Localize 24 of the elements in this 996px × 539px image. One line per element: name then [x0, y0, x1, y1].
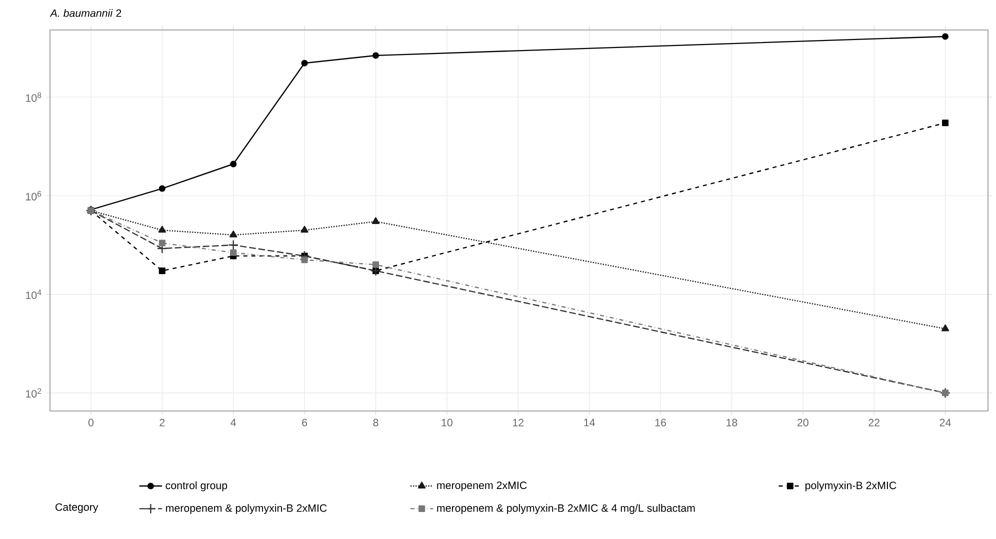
x-tick-label: 20: [798, 418, 808, 426]
x-tick-label: 22: [868, 418, 880, 426]
y-tick-label: 10$^{8}$: [26, 92, 42, 102]
x-tick-label: 4: [230, 418, 236, 426]
x-tick-label: 18: [726, 418, 738, 426]
x-tick-label: 10: [442, 418, 452, 426]
x-tick-label: 6: [302, 418, 308, 426]
x-tick-label: 8: [373, 418, 378, 426]
legend-label: meropenem 2xMIC: [437, 482, 527, 492]
x-tick-label: 12: [513, 418, 524, 426]
legend-label: meropenem & polymyxin-B 2xMIC & 4 mg/L sulbactam: [437, 504, 695, 514]
x-tick-label: 24: [940, 418, 951, 426]
x-tick-label: 0: [88, 418, 94, 426]
y-tick-label: 10$^{4}$: [26, 290, 42, 300]
chart-title: A. baumannii 2: [50, 9, 122, 17]
y-tick-label: 10$^{6}$: [26, 191, 42, 200]
legend-label: control group: [166, 481, 228, 492]
legend-title: Category: [56, 503, 98, 513]
x-tick-label: 14: [584, 418, 595, 426]
legend-label: meropenem & polymyxin-B 2xMIC: [166, 504, 327, 514]
x-tick-label: 2: [160, 418, 165, 426]
legend-label: polymyxin-B 2xMIC: [805, 481, 896, 492]
x-tick-label: 16: [655, 418, 666, 426]
y-tick-label: 10$^{2}$: [26, 388, 42, 398]
